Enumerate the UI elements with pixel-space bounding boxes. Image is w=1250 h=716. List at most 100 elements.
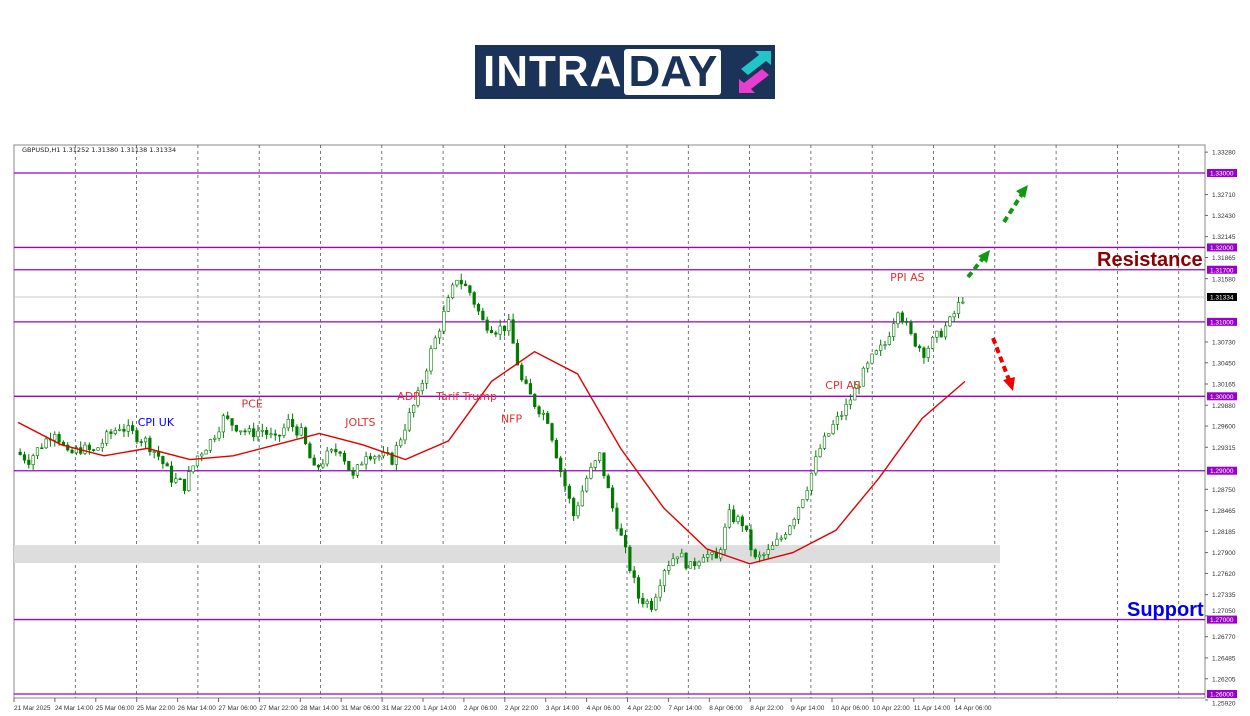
candle-body [870, 353, 874, 364]
candle-body [688, 561, 693, 569]
event-annotation: PCE [242, 397, 263, 410]
candle-body [213, 437, 217, 440]
candle-body [152, 451, 156, 453]
candle-body [654, 596, 658, 610]
candle-body [234, 424, 238, 432]
event-annotation: CPI UK [138, 416, 175, 429]
candle-body [347, 460, 351, 471]
candle-body [390, 452, 394, 465]
candle-body [559, 457, 563, 473]
candle-body [576, 505, 580, 517]
candle-body [935, 330, 939, 338]
candle-body [831, 424, 835, 435]
candle-body [926, 348, 930, 358]
x-tick-label: 2 Apr 22:00 [505, 705, 539, 712]
candle-body [524, 379, 528, 384]
current-price-label: 1.31334 [1210, 295, 1234, 302]
y-tick-label: 1.32710 [1212, 192, 1236, 199]
x-tick-label: 26 Mar 14:00 [178, 705, 217, 712]
candle-body [775, 538, 779, 546]
candle-body [541, 412, 545, 415]
event-annotation: Tarif Trump [435, 390, 497, 403]
candle-body [528, 383, 533, 395]
candle-body [174, 478, 178, 483]
y-tick-label: 1.29315 [1212, 445, 1236, 452]
candle-body [641, 597, 645, 604]
candle-body [930, 336, 935, 349]
candle-body [109, 431, 113, 434]
candle-body [53, 433, 57, 441]
y-tick-label: 1.26485 [1212, 655, 1236, 662]
candle-body [818, 448, 822, 458]
candle-body [303, 427, 308, 445]
candle-body [433, 337, 437, 350]
candle-body [766, 549, 770, 555]
bullish-arrow-2 [1002, 192, 1024, 224]
candle-body [736, 516, 740, 523]
candle-body [113, 430, 117, 434]
candle-body [321, 463, 325, 468]
candle-body [148, 437, 152, 453]
x-tick-label: 25 Mar 22:00 [137, 705, 176, 712]
candle-body [295, 426, 299, 436]
y-tick-label: 1.28465 [1212, 508, 1236, 515]
candle-body [827, 433, 831, 437]
candle-body [805, 490, 809, 500]
y-tick-label: 1.28750 [1212, 487, 1236, 494]
x-tick-label: 3 Apr 14:00 [546, 705, 580, 712]
candle-body [943, 325, 948, 338]
candle-body [282, 427, 286, 436]
candle-body [122, 428, 126, 432]
y-tick-label: 1.32145 [1212, 234, 1236, 241]
candle-body [308, 443, 312, 459]
candle-body [567, 485, 571, 499]
candle-body [606, 475, 610, 489]
current-price-badge [1207, 293, 1237, 302]
x-tick-label: 7 Apr 14:00 [668, 705, 702, 712]
candle-body [809, 472, 814, 491]
candle-body [515, 343, 520, 366]
candle-body [403, 429, 407, 441]
level-label: 1.27000 [1210, 617, 1234, 624]
bullish-arrowhead-2 [1016, 185, 1028, 198]
candle-body [463, 283, 468, 287]
candle-body [701, 557, 705, 563]
candle-body [360, 463, 364, 466]
candle-body [749, 529, 753, 551]
y-tick-label: 1.31580 [1212, 276, 1236, 283]
candle-body [269, 433, 273, 436]
x-tick-label: 31 Mar 22:00 [382, 705, 421, 712]
level-label: 1.29000 [1210, 468, 1234, 475]
x-tick-label: 4 Apr 22:00 [628, 705, 662, 712]
candle-body [200, 453, 204, 457]
candle-body [299, 427, 303, 436]
candle-body [636, 577, 641, 599]
candle-body [217, 431, 221, 439]
candle-body [169, 465, 174, 483]
candle-body [961, 301, 965, 304]
candle-body [87, 444, 91, 450]
candle-body [848, 399, 853, 405]
candle-body [278, 434, 282, 437]
candle-body [762, 554, 766, 556]
candle-body [377, 455, 381, 458]
candle-body [286, 419, 290, 429]
candle-body [580, 490, 584, 507]
candle-body [779, 537, 783, 540]
candle-body [485, 319, 489, 331]
x-tick-label: 14 Apr 06:00 [955, 705, 992, 712]
candle-body [667, 565, 671, 571]
candle-body [429, 348, 433, 372]
candle-body [507, 319, 511, 332]
candle-body [407, 412, 411, 431]
candle-body [412, 404, 416, 413]
candle-body [753, 549, 757, 558]
candle-body [745, 525, 749, 531]
candle-body [459, 279, 463, 285]
candle-body [100, 442, 104, 449]
candle-body [693, 561, 697, 567]
candle-body [913, 333, 917, 347]
candle-body [783, 534, 788, 539]
event-annotation: CPI AS [825, 379, 861, 392]
